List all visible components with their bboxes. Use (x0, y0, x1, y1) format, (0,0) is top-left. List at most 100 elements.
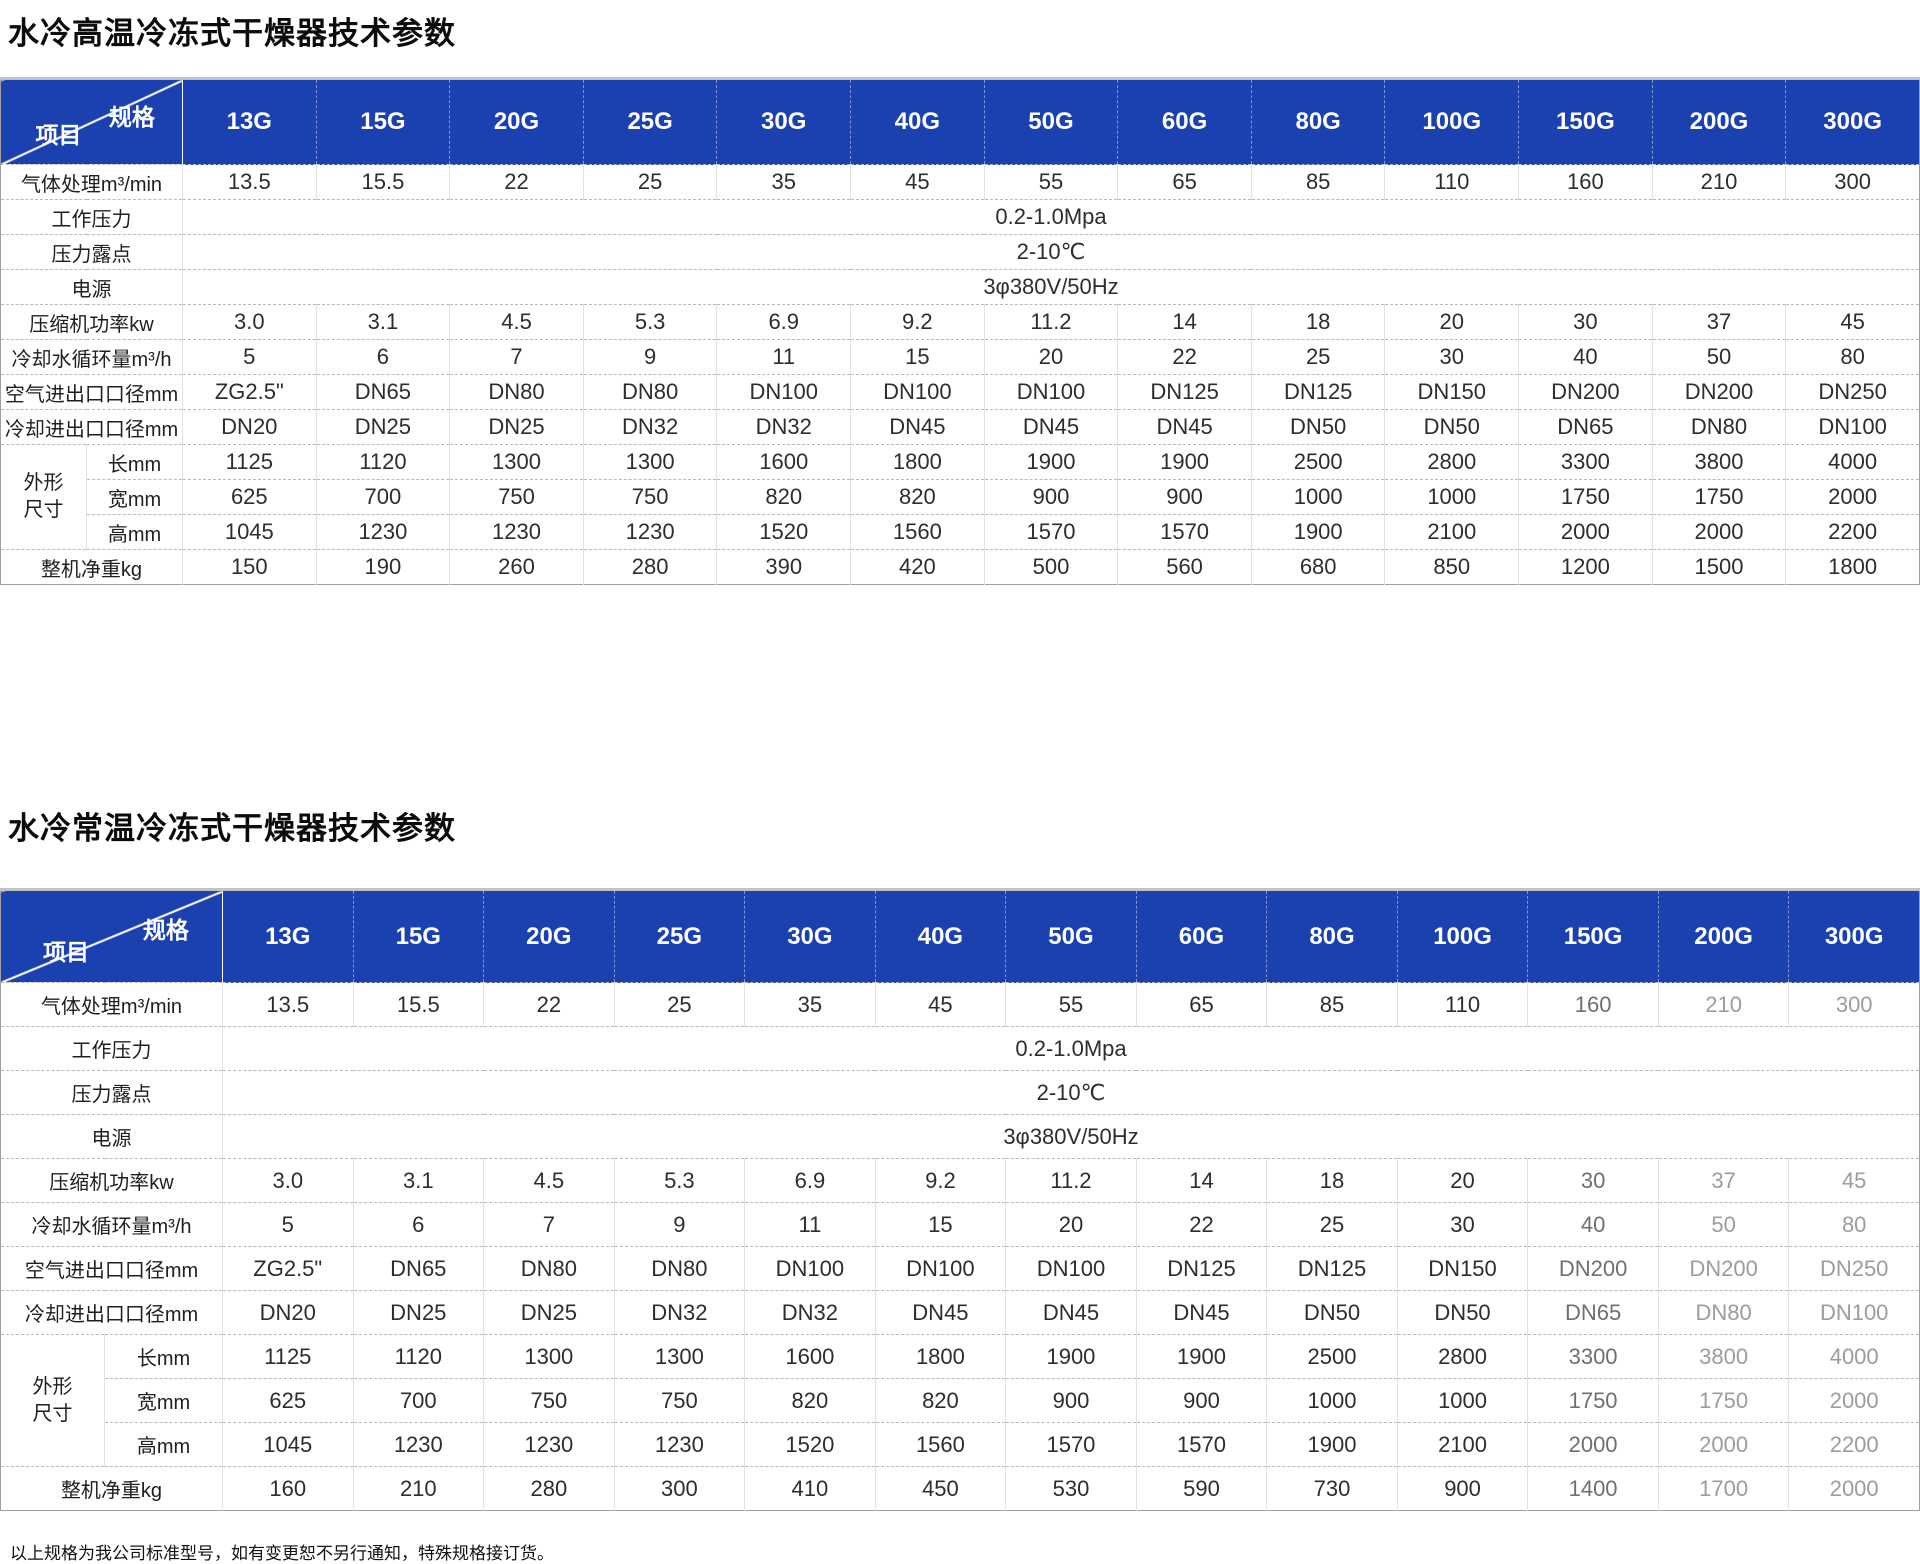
cell-300G: DN100 (1785, 409, 1920, 445)
table-row: 空气进出口口径mm ZG2.5" DN65 DN80 DN80 DN100 DN100 DN1… (0, 1246, 1920, 1291)
cell-200G: DN80 (1651, 409, 1786, 445)
cell-50G: 11.2 (983, 304, 1118, 340)
header-row: 规格 项目 13G 15G 20G 25G 30G 40G 50G 60G 80G 100G 150… (0, 78, 1920, 165)
cell-15G: 1120 (315, 444, 450, 480)
cell-20G: 7 (483, 1202, 615, 1247)
cell-100G: 20 (1384, 304, 1519, 340)
cell-80G: 1000 (1266, 1378, 1398, 1423)
column-header-25G: 25G (582, 78, 717, 165)
cell-200G: DN200 (1657, 1246, 1789, 1291)
cell-40G: 1560 (874, 1422, 1006, 1467)
column-header-20G: 20G (449, 78, 584, 165)
cell-13G: ZG2.5" (182, 374, 317, 410)
table-row: 气体处理m³/min 13.5 15.5 22 25 35 45 55 65 85 110 160 21… (0, 982, 1920, 1027)
table-row: 压缩机功率kw 3.0 3.1 4.5 5.3 6.9 9.2 11.2 14 18 20 30 37 4… (0, 1158, 1920, 1203)
cell-80G: DN125 (1266, 1246, 1398, 1291)
row-label: 高mm (104, 1422, 223, 1467)
cell-20G: 4.5 (483, 1158, 615, 1203)
cell-20G: 1300 (449, 444, 584, 480)
cell-200G: 37 (1657, 1158, 1789, 1203)
cell-300G: 2000 (1788, 1378, 1920, 1423)
table-row: 压缩机功率kw 3.0 3.1 4.5 5.3 6.9 9.2 11.2 14 18 20 30 37 4… (0, 304, 1920, 340)
cell-50G: 55 (1005, 982, 1137, 1027)
cell-200G: DN80 (1657, 1290, 1789, 1335)
cell-20G: 22 (449, 164, 584, 200)
cell-40G: 1800 (874, 1334, 1006, 1379)
cell-25G: 750 (613, 1378, 745, 1423)
table-row: 冷却水循环量m³/h 5 6 7 9 11 15 20 22 25 30 40 50 80 (0, 1202, 1920, 1247)
cell-150G: 1400 (1527, 1466, 1659, 1511)
table-row: 电源 3φ380V/50Hz (0, 1114, 1920, 1159)
cell-100G: 2800 (1396, 1334, 1528, 1379)
cell-60G: 900 (1135, 1378, 1267, 1423)
cell-200G: 50 (1657, 1202, 1789, 1247)
cell-30G: 11 (716, 339, 851, 375)
cell-20G: DN80 (449, 374, 584, 410)
cell-25G: 1230 (582, 514, 717, 550)
cell-80G: 1900 (1250, 514, 1385, 550)
row-label: 宽mm (104, 1378, 223, 1423)
cell-13G: 1045 (182, 514, 317, 550)
row-label: 电源 (0, 269, 183, 305)
table-row: 工作压力 0.2-1.0Mpa (0, 1026, 1920, 1071)
cell-20G: 750 (483, 1378, 615, 1423)
cell-13G: 1125 (182, 444, 317, 480)
column-header-150G: 150G (1527, 889, 1659, 983)
cell-40G: 420 (850, 549, 985, 585)
cell-50G: 11.2 (1005, 1158, 1137, 1203)
table-row: 高mm 1045 1230 1230 1230 1520 1560 1570 1570 1900 2… (1, 1422, 1920, 1467)
cell-80G: 85 (1266, 982, 1398, 1027)
cell-80G: 2500 (1266, 1334, 1398, 1379)
row-label: 压力露点 (0, 1070, 223, 1115)
cell-40G: 820 (874, 1378, 1006, 1423)
cell-13G: 1045 (222, 1422, 354, 1467)
cell-30G: 6.9 (744, 1158, 876, 1203)
cell-13G: 13.5 (182, 164, 317, 200)
cell-150G: 2000 (1527, 1422, 1659, 1467)
table-row: 整机净重kg 160 210 280 300 410 450 530 590 730 900 1400… (0, 1466, 1920, 1511)
cell-13G: 625 (182, 479, 317, 515)
cell-200G: 3800 (1651, 444, 1786, 480)
cell-25G: DN80 (582, 374, 717, 410)
cell-150G: 3300 (1527, 1334, 1659, 1379)
table-row: 冷却进出口口径mm DN20 DN25 DN25 DN32 DN32 DN45 DN45 DN4… (0, 409, 1920, 445)
cell-150G: DN65 (1527, 1290, 1659, 1335)
cell-60G: 65 (1117, 164, 1252, 200)
cell-30G: DN32 (744, 1290, 876, 1335)
cell-15G: 6 (352, 1202, 484, 1247)
row-label: 冷却进出口口径mm (0, 1290, 223, 1335)
row-label: 工作压力 (0, 199, 183, 235)
cell-100G: 110 (1396, 982, 1528, 1027)
table-row: 压力露点 2-10℃ (0, 1070, 1920, 1115)
cell-100G: DN150 (1384, 374, 1519, 410)
cell-60G: 22 (1117, 339, 1252, 375)
cell-30G: DN100 (716, 374, 851, 410)
cell-100G: DN50 (1384, 409, 1519, 445)
cell-100G: DN150 (1396, 1246, 1528, 1291)
cell-300G: 80 (1785, 339, 1920, 375)
cell-13G: ZG2.5" (222, 1246, 354, 1291)
cell-150G: 2000 (1518, 514, 1653, 550)
cell-80G: 1000 (1250, 479, 1385, 515)
cell-150G: 160 (1527, 982, 1659, 1027)
cell-300G: 2000 (1785, 479, 1920, 515)
cell-60G: DN45 (1135, 1290, 1267, 1335)
column-header-40G: 40G (874, 889, 1006, 983)
cell-100G: 1000 (1396, 1378, 1528, 1423)
cell-60G: 65 (1135, 982, 1267, 1027)
cell-30G: 35 (744, 982, 876, 1027)
cell-100G: 110 (1384, 164, 1519, 200)
cell-25G: 5.3 (613, 1158, 745, 1203)
cell-30G: 820 (744, 1378, 876, 1423)
column-header-80G: 80G (1266, 889, 1398, 983)
footer-note: 以上规格为我公司标准型号，如有变更恕不另行通知，特殊规格接订货。 (10, 1544, 554, 1563)
cell-50G: 900 (1005, 1378, 1137, 1423)
cell-30G: 410 (744, 1466, 876, 1511)
cell-200G: DN200 (1651, 374, 1786, 410)
corner-label-item: 项目 (42, 938, 89, 965)
cell-50G: 500 (983, 549, 1118, 585)
row-label: 长mm (104, 1334, 223, 1379)
cell-300G: 80 (1788, 1202, 1920, 1247)
cell-100G: 2100 (1396, 1422, 1528, 1467)
row-label: 空气进出口口径mm (0, 1246, 223, 1291)
